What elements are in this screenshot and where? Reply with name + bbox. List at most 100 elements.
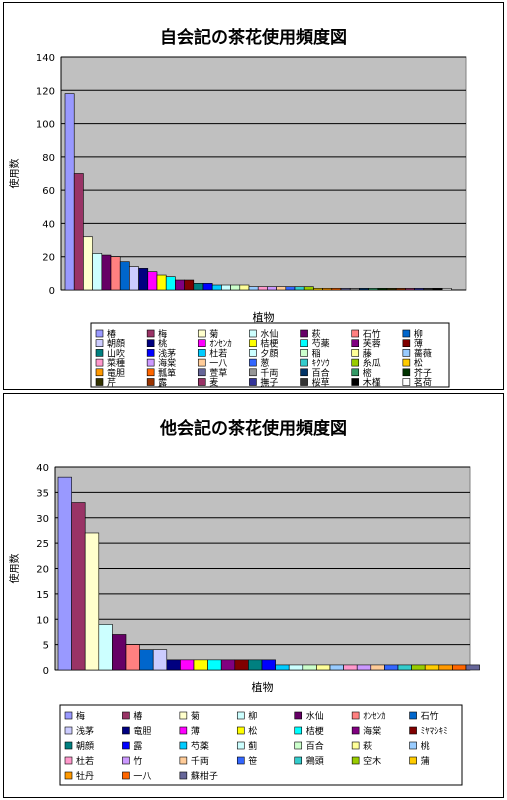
bar [343, 664, 358, 671]
legend-swatch [122, 741, 130, 750]
bar [397, 664, 412, 671]
legend-swatch [300, 339, 308, 348]
bar [377, 288, 388, 291]
bar [139, 649, 154, 671]
legend-swatch [146, 378, 155, 386]
legend-swatch [402, 358, 411, 367]
bar [248, 286, 259, 291]
legend-swatch [249, 368, 257, 377]
legend-swatch [236, 726, 245, 735]
bar [230, 284, 241, 291]
legend-swatch [409, 741, 417, 750]
legend-label: 海棠 [158, 357, 176, 369]
legend-swatch [95, 368, 104, 377]
bar [438, 664, 453, 671]
legend-swatch [179, 711, 188, 720]
legend-swatch [197, 358, 206, 367]
legend-swatch [351, 711, 360, 720]
bar [288, 664, 304, 671]
y-tick-label: 60 [42, 186, 55, 197]
legend-swatch [122, 711, 130, 720]
chart-panel-own-records: 自会記の茶花使用頻度図 0 20 40 60 80 100 120 140 使用数 植物椿 梅 菊 水仙… [3, 2, 504, 390]
bar [322, 288, 333, 291]
bar [64, 93, 75, 291]
bar [316, 664, 331, 671]
legend-swatch [64, 771, 73, 780]
bar [303, 286, 314, 291]
bar [423, 288, 434, 291]
legend-swatch [95, 349, 104, 357]
legend-swatch [402, 349, 411, 357]
legend-label: 樒 [363, 367, 372, 379]
y-tick-label: 30 [36, 514, 49, 525]
legend-label: 芥子 [414, 368, 432, 379]
bar [441, 288, 452, 291]
legend-swatch [146, 368, 155, 377]
bar [119, 261, 130, 291]
bar [221, 284, 231, 291]
legend-label: 露 [158, 378, 167, 389]
legend-label: 石竹 [363, 328, 381, 340]
bar [138, 268, 149, 291]
legend-swatch [236, 711, 245, 720]
bar [313, 288, 323, 291]
legend-label: 茗荷 [414, 378, 432, 389]
chart-panel-other-records: 他会記の茶花使用頻度図 0 5 10 15 20 25 30 35 40 使用数 植物梅 椿 菊 柳 水仙 ｵ… [3, 393, 504, 798]
x-axis-label: 植物 [253, 310, 275, 324]
bar [267, 286, 277, 291]
y-tick-label: 100 [36, 120, 55, 131]
legend-label: 梅 [158, 328, 167, 340]
y-axis-label: 使用数 [8, 159, 21, 189]
legend-swatch [351, 726, 360, 735]
bar [193, 283, 204, 291]
y-tick-label: 20 [42, 253, 55, 264]
legend-label: 水仙 [260, 328, 278, 340]
legend-swatch [249, 358, 257, 367]
y-axis-label: 使用数 [8, 554, 21, 584]
legend-label: 桃 [421, 740, 430, 752]
legend-swatch [197, 349, 206, 357]
bar [71, 502, 86, 671]
chart-title: 他会記の茶花使用頻度図 [160, 419, 347, 439]
legend-swatch [409, 726, 417, 735]
legend-label: 椿 [107, 328, 116, 340]
y-tick-label: 40 [36, 463, 49, 474]
legend-swatch [249, 349, 257, 357]
bar [465, 664, 480, 671]
legend-swatch [122, 726, 130, 735]
bar [165, 276, 176, 291]
legend-label: 竜胆 [133, 725, 151, 737]
legend-label: 百合 [306, 740, 324, 752]
bar [110, 256, 121, 291]
legend-label: 藤 [363, 347, 372, 359]
bar [193, 659, 208, 671]
legend-label: 麦 [209, 377, 218, 389]
bar [395, 288, 406, 291]
bar [84, 532, 100, 671]
legend-swatch [351, 368, 360, 377]
legend-label: 杜若 [76, 755, 94, 767]
legend-label: 菊 [191, 711, 200, 722]
legend-label: ｷｸｿｳ [312, 358, 331, 369]
legend-swatch [179, 756, 188, 765]
legend-label: 牡丹 [76, 770, 94, 782]
legend-label: 千両 [191, 756, 209, 767]
legend-swatch [249, 329, 257, 338]
bar [180, 659, 195, 671]
legend-label: 百合 [312, 367, 330, 379]
legend-swatch [179, 726, 188, 735]
legend-swatch [64, 711, 73, 720]
bar [101, 254, 112, 291]
legend-swatch [95, 339, 104, 348]
legend-label: 柳 [248, 710, 257, 722]
bar [302, 664, 317, 671]
legend-label: 朝顔 [76, 740, 94, 752]
legend-label: 薄 [414, 338, 423, 350]
legend-label: 稲 [312, 347, 321, 359]
legend-swatch [122, 771, 130, 780]
bar [452, 664, 467, 671]
y-tick-label: 40 [42, 219, 55, 230]
legend-label: 萩 [363, 741, 372, 752]
y-tick-label: 0 [49, 286, 55, 297]
